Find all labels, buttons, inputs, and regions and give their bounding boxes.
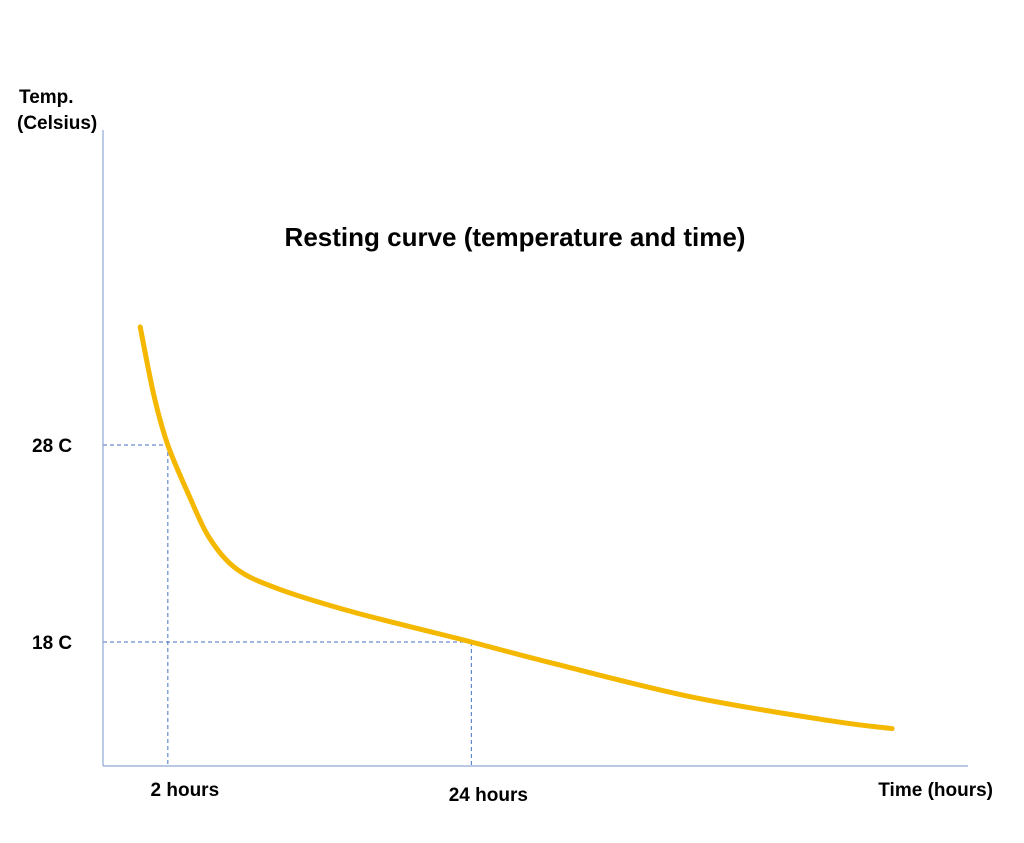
y-tick-label-0: 28 C bbox=[32, 436, 72, 457]
y-axis-title-line1: Temp. bbox=[19, 87, 74, 108]
chart-title: Resting curve (temperature and time) bbox=[285, 222, 746, 252]
x-axis-title: Time (hours) bbox=[878, 780, 993, 801]
y-tick-label-1: 18 C bbox=[32, 633, 72, 654]
x-tick-label-1: 24 hours bbox=[449, 785, 528, 806]
y-tick-labels: 28 C 18 C bbox=[32, 436, 72, 654]
y-axis-title-line2: (Celsius) bbox=[17, 113, 97, 134]
reference-guide-lines bbox=[103, 444, 472, 766]
x-tick-labels: 2 hours 24 hours bbox=[151, 780, 528, 806]
x-tick-label-0: 2 hours bbox=[151, 780, 220, 801]
resting-curve-line bbox=[137, 324, 895, 732]
